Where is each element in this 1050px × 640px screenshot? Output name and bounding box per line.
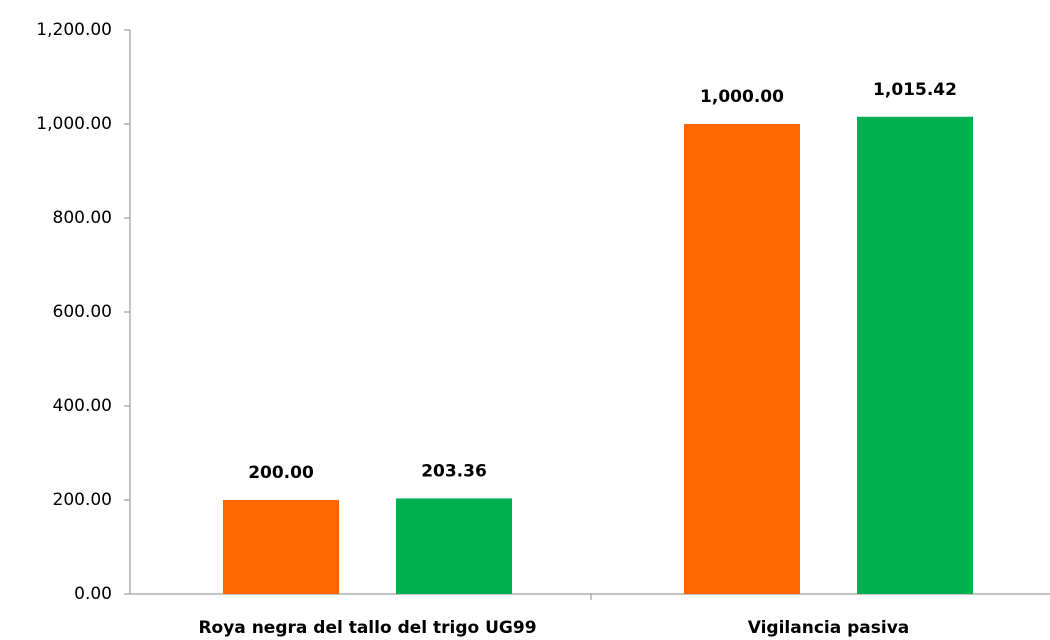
x-tick-label: Roya negra del tallo del trigo UG99 [198, 618, 536, 638]
data-label: 1,000.00 [700, 87, 784, 107]
bar [396, 498, 512, 594]
bar [684, 124, 800, 594]
data-label: 1,015.42 [873, 80, 957, 100]
y-tick-label: 600.00 [53, 302, 112, 322]
y-tick-label: 400.00 [53, 396, 112, 416]
y-tick-label: 1,200.00 [36, 20, 112, 40]
bar [223, 500, 339, 594]
y-tick-label: 0.00 [74, 584, 112, 604]
y-tick-label: 800.00 [53, 208, 112, 228]
data-label: 200.00 [248, 463, 314, 483]
y-tick-label: 200.00 [53, 490, 112, 510]
y-tick-label: 1,000.00 [36, 114, 112, 134]
bar [857, 116, 973, 595]
x-tick-label: Vigilancia pasiva [748, 618, 910, 638]
data-label: 203.36 [421, 461, 487, 481]
